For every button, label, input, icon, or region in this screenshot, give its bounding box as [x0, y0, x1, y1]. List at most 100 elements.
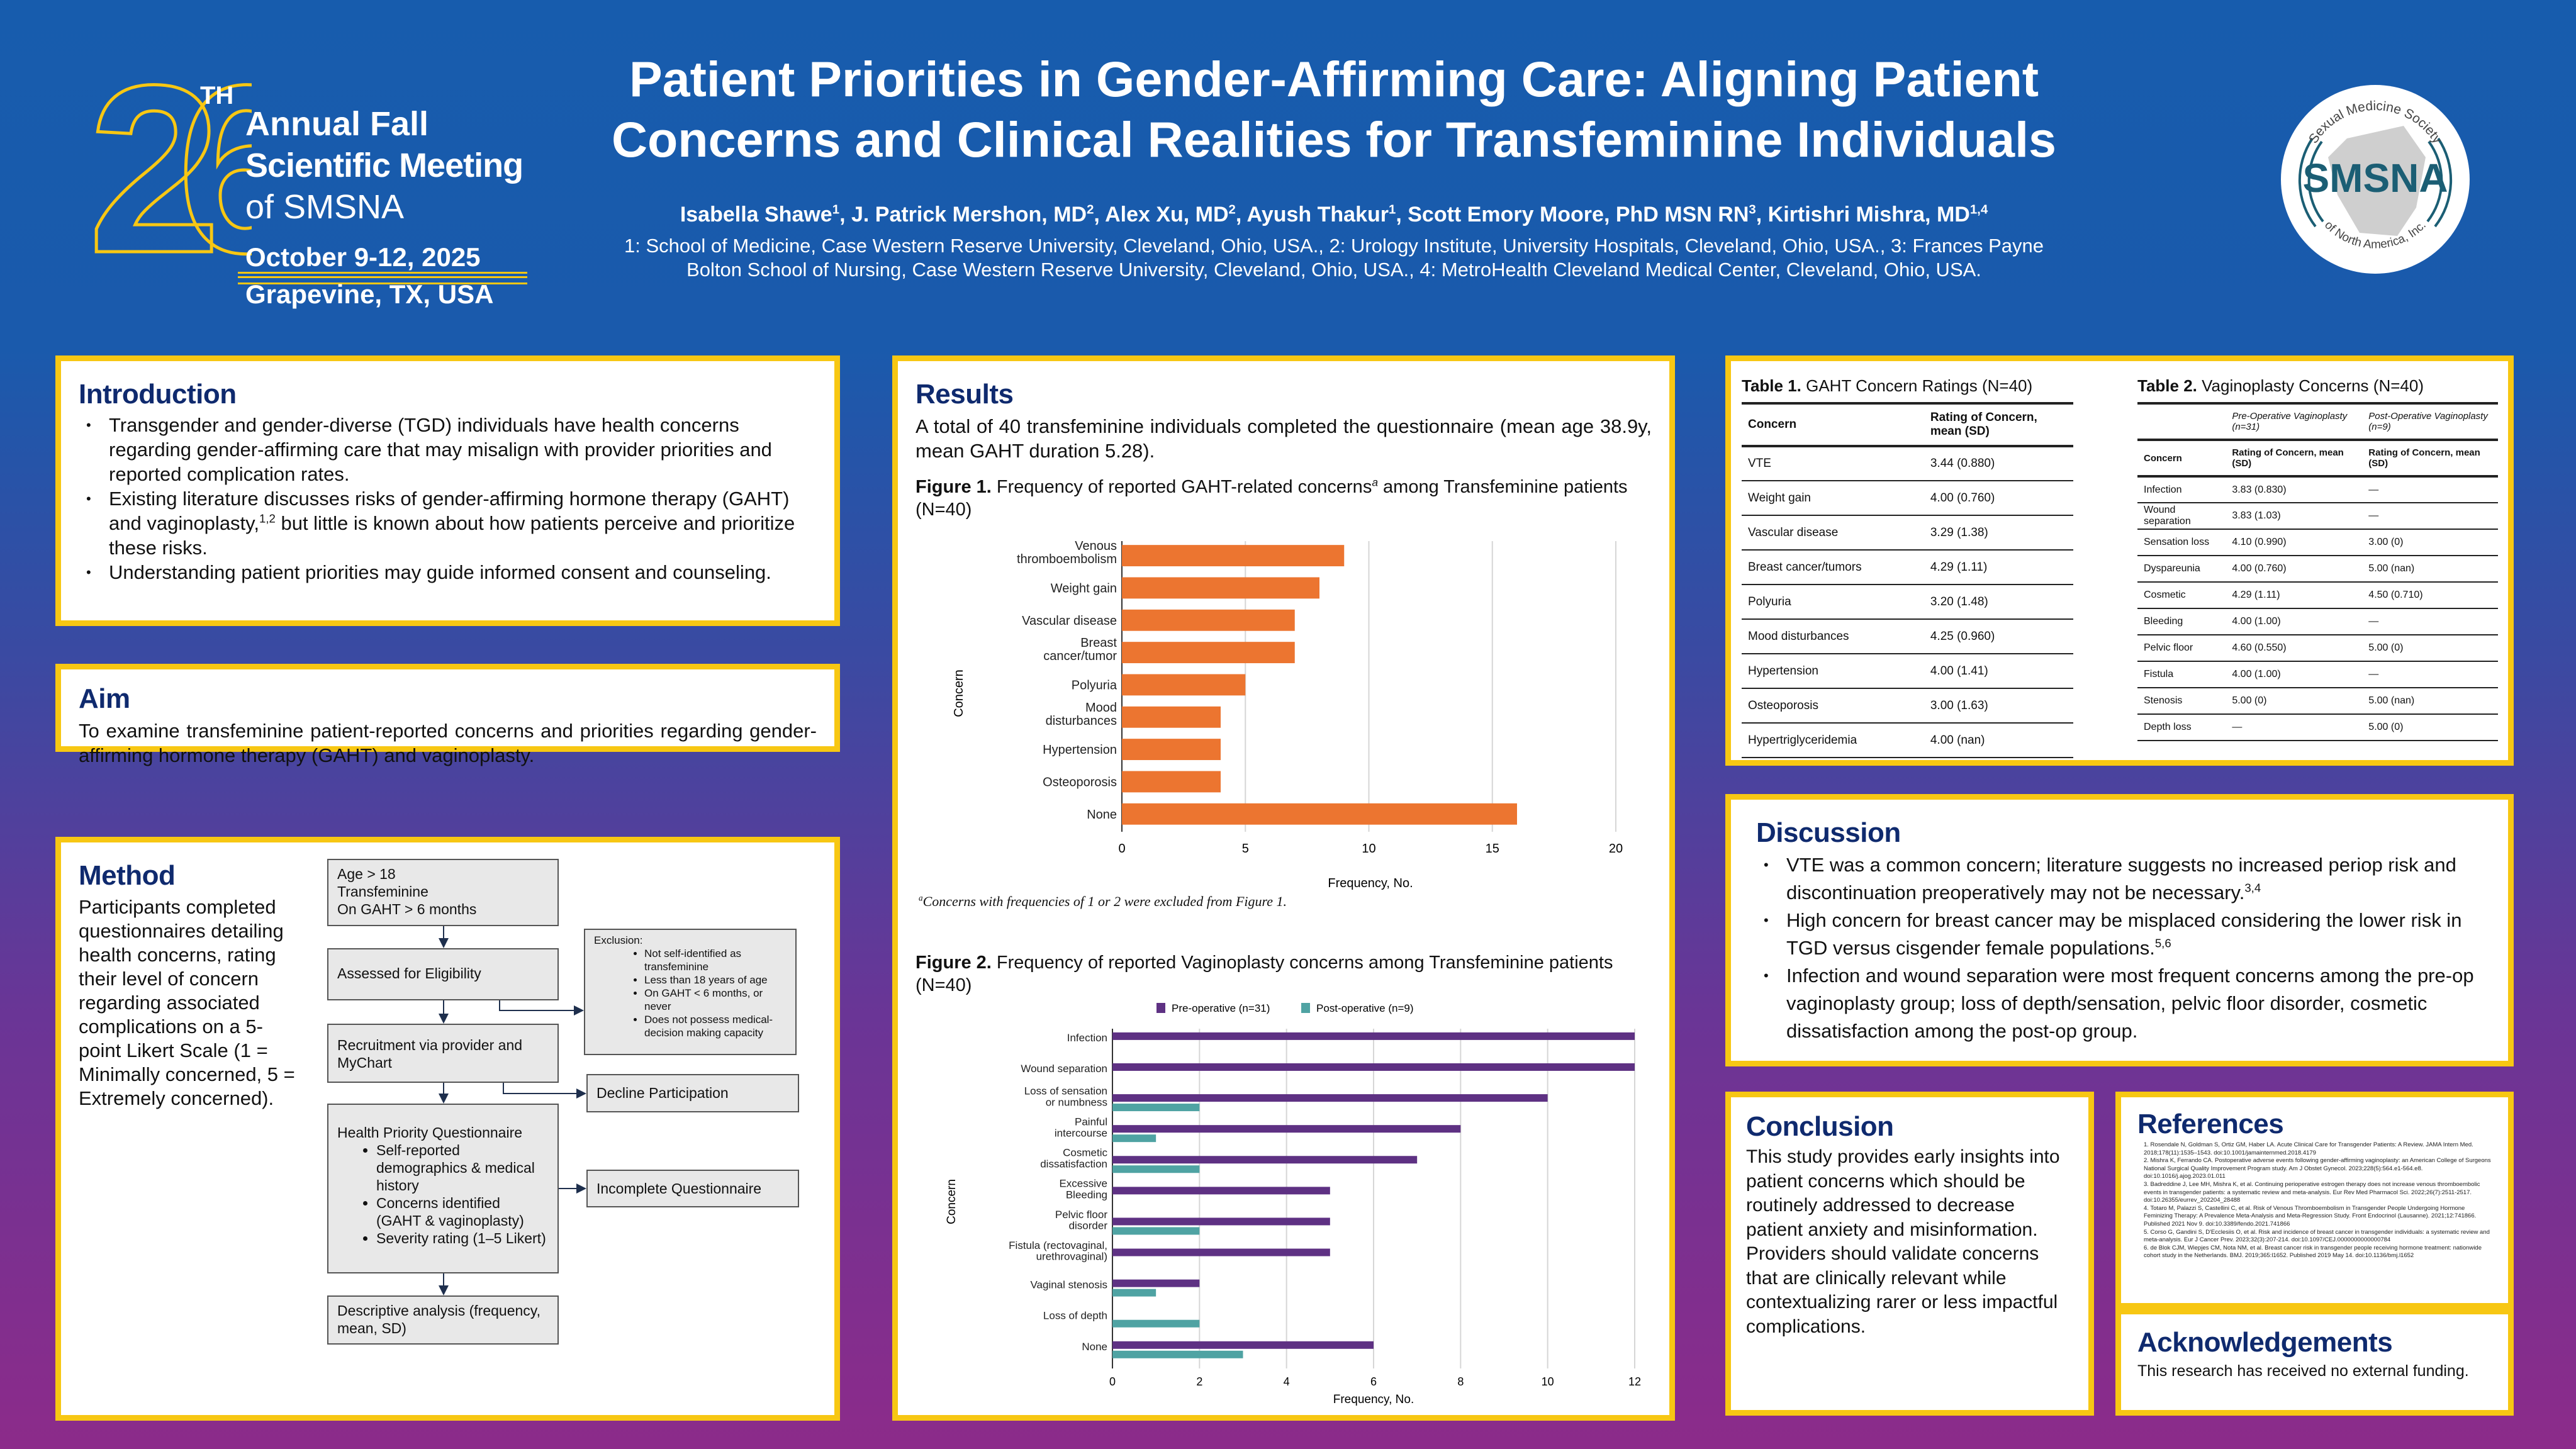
figure2-chart: Pre-operative (n=31) Post-operative (n=9)…: [945, 1002, 1641, 1406]
bar: [1122, 674, 1246, 696]
x-tick-label: 10: [1362, 842, 1375, 856]
y-category-label: Vaginal stenosis: [1030, 1279, 1107, 1291]
title-line1: Patient Priorities in Gender-Affirming C…: [629, 51, 2039, 107]
bar: [1112, 1165, 1200, 1173]
bar: [1122, 771, 1221, 793]
table-row: Weight gain 4.00 (0.760): [1742, 481, 2073, 516]
y-axis-label: Concern: [945, 1179, 958, 1224]
bar: [1122, 706, 1221, 728]
bar: [1112, 1187, 1330, 1195]
table-row: Dyspareunia 4.00 (0.760) 5.00 (nan): [2137, 556, 2498, 583]
x-tick-label: 2: [1196, 1375, 1202, 1388]
x-tick-label: 15: [1486, 842, 1499, 856]
y-category-label: Painful intercourse: [1055, 1116, 1107, 1139]
bar: [1112, 1104, 1200, 1112]
bar: [1112, 1217, 1330, 1226]
x-tick-label: 8: [1457, 1375, 1464, 1388]
author: J. Patrick Mershon, MD2,: [851, 203, 1106, 227]
acknowledgements-panel: Acknowledgements This research has recei…: [2115, 1309, 2514, 1416]
table-row: Sensation loss 4.10 (0.990) 3.00 (0): [2137, 529, 2498, 556]
svg-text:SMSNA: SMSNA: [2302, 155, 2448, 201]
flow-inclusion: Age > 18 Transfeminine On GAHT > 6 months: [327, 859, 559, 926]
method-heading: Method: [79, 860, 176, 891]
figure1-caption: Figure 1. Frequency of reported GAHT-rel…: [916, 476, 1628, 520]
aim-heading: Aim: [79, 683, 130, 714]
flow-analysis: Descriptive analysis (frequency, mean, S…: [327, 1295, 559, 1345]
flow-arrows: [439, 926, 586, 1295]
intro-bullet: Existing literature discusses risks of g…: [79, 486, 817, 560]
table2: Table 2. Vaginoplasty Concerns (N=40) Pr…: [2137, 376, 2498, 741]
bar: [1112, 1319, 1200, 1328]
author: Ayush Thakur1,: [1246, 203, 1408, 227]
reference-item: 5. Corso G, Gandini S, D'Ecclesiis O, et…: [2144, 1228, 2490, 1244]
affiliations-line1: 1: School of Medicine, Case Western Rese…: [624, 235, 2044, 257]
reference-item: 6. de Blok CJM, Wiepjes CM, Nota NM, et …: [2144, 1244, 2482, 1260]
figure2-caption: Figure 2. Frequency of reported Vaginopl…: [916, 953, 1613, 995]
table-row: Depth loss —5.00 (0): [2137, 714, 2498, 741]
logo-26-graphic: 26: [88, 44, 252, 283]
reference-item: 1. Rosendale N, Goldman S, Ortiz GM, Hab…: [2144, 1141, 2473, 1156]
discussion-panel: Discussion VTE was a common concern; lit…: [1725, 794, 2514, 1066]
aim-panel: Aim To examine transfeminine patient-rep…: [55, 664, 840, 766]
logo-stripes: [238, 272, 527, 284]
bar: [1112, 1063, 1635, 1071]
table-row: Osteoporosis 3.00 (1.63): [1742, 688, 2073, 724]
bar: [1112, 1134, 1156, 1143]
legend-label: Post-operative (n=9): [1316, 1002, 1414, 1014]
acknowledgements-text: This research has received no external f…: [2137, 1362, 2469, 1380]
bar: [1112, 1341, 1374, 1349]
logo-location: Grapevine, TX, USA: [245, 279, 494, 309]
discussion-bullet: VTE was a common concern; literature sug…: [1756, 851, 2483, 907]
table-row: Vascular disease 3.29 (1.38): [1742, 515, 2073, 551]
logo-line2: Scientific Meeting: [245, 147, 524, 184]
y-axis-label: Concern: [952, 669, 966, 717]
legend-swatch: [1156, 1003, 1165, 1013]
discussion-bullet: High concern for breast cancer may be mi…: [1756, 907, 2483, 962]
title-line2: Concerns and Clinical Realities for Tran…: [612, 111, 2056, 167]
legend-label: Pre-operative (n=31): [1172, 1002, 1270, 1014]
bar: [1122, 545, 1345, 567]
y-category-label: Vascular disease: [1022, 614, 1117, 628]
introduction-panel: Introduction Transgender and gender-dive…: [55, 355, 840, 626]
bar: [1112, 1279, 1200, 1287]
table-header-row: Concern Rating of Concern, mean (SD) Ratin…: [2137, 440, 2498, 478]
bar: [1112, 1156, 1418, 1164]
y-category-label: Fistula (rectovaginal, urethrovaginal): [1009, 1239, 1107, 1263]
y-category-label: Pelvic floor disorder: [1055, 1209, 1107, 1232]
table-row: Stenosis 5.00 (0) 5.00 (nan): [2137, 688, 2498, 715]
meeting-logo: 26 TH Annual Fall Scientific Meeting of …: [88, 44, 554, 315]
acknowledgements-heading: Acknowledgements: [2137, 1327, 2393, 1358]
conclusion-panel: Conclusion This study provides early ins…: [1725, 1092, 2094, 1416]
flow-decline: Decline Participation: [586, 1074, 799, 1112]
flow-recruitment: Recruitment via provider and MyChart: [327, 1024, 559, 1083]
bar: [1122, 642, 1295, 664]
conclusion-heading: Conclusion: [1746, 1111, 1894, 1142]
bar: [1112, 1289, 1156, 1297]
bar: [1122, 577, 1319, 599]
table-row: Fistula 4.00 (1.00) —: [2137, 661, 2498, 688]
flow-questionnaire: Health Priority Questionnaire Self-repor…: [327, 1104, 559, 1273]
author: Scott Emory Moore, PhD MSN RN3,: [1408, 203, 1768, 227]
author-list: Isabella Shawe1, J. Patrick Mershon, MD2…: [566, 203, 2102, 227]
table-row: Wound separation 3.83 (1.03) —: [2137, 503, 2498, 530]
bar: [1112, 1248, 1330, 1256]
affiliations: 1: School of Medicine, Case Western Rese…: [566, 234, 2102, 282]
x-tick-label: 12: [1628, 1375, 1641, 1388]
reference-item: 2. Mishra K, Ferrando CA. Postoperative …: [2144, 1157, 2491, 1180]
x-tick-label: 10: [1542, 1375, 1554, 1388]
y-category-label: Wound separation: [1021, 1063, 1107, 1075]
references-heading: References: [2137, 1109, 2284, 1139]
table-row: Hypertension 4.00 (1.41): [1742, 654, 2073, 689]
y-category-label: Polyuria: [1072, 678, 1117, 692]
bar: [1122, 803, 1517, 825]
discussion-bullet: Infection and wound separation were most…: [1756, 962, 2483, 1045]
table-row: Hypertriglyceridemia 4.00 (nan): [1742, 723, 2073, 758]
introduction-heading: Introduction: [79, 379, 237, 410]
logo-line1: Annual Fall: [245, 105, 429, 143]
figure1-chart: 0 5 10 15 20 Venous thromboembolism Weight gain…: [952, 539, 1623, 890]
y-category-label: Excessive Bleeding: [1059, 1178, 1107, 1201]
y-category-label: Venous thromboembolism: [1017, 539, 1117, 566]
table-header-row: Concern Rating of Concern, mean (SD): [1742, 403, 2073, 447]
table-row: Bleeding 4.00 (1.00) —: [2137, 608, 2498, 635]
flow-incomplete: Incomplete Questionnaire: [586, 1170, 799, 1207]
